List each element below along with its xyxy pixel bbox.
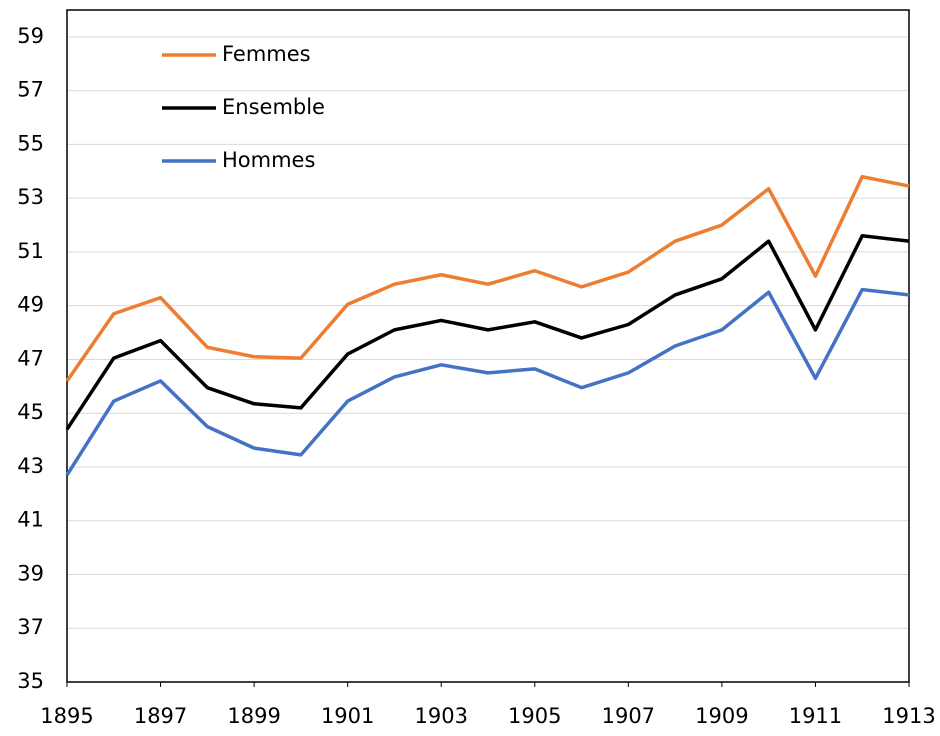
series-line [65, 234, 910, 431]
x-tick-label: 1897 [134, 704, 187, 728]
y-tick-label: 51 [17, 239, 44, 263]
series-line [65, 174, 910, 382]
legend-label: Ensemble [222, 95, 325, 119]
x-tick-label: 1899 [227, 704, 280, 728]
x-tick-label: 1909 [695, 704, 748, 728]
x-tick-label: 1895 [40, 704, 93, 728]
y-tick-label: 43 [17, 454, 44, 478]
x-tick-label: 1913 [882, 704, 935, 728]
y-tick-label: 37 [17, 615, 44, 639]
legend-label: Femmes [222, 42, 311, 66]
y-tick-label: 39 [17, 561, 44, 585]
y-tick-label: 41 [17, 508, 44, 532]
y-tick-label: 53 [17, 185, 44, 209]
y-tick-label: 57 [17, 78, 44, 102]
x-tick-label: 1907 [602, 704, 655, 728]
y-tick-label: 55 [17, 131, 44, 155]
x-tick-label: 1911 [789, 704, 842, 728]
y-tick-label: 47 [17, 346, 44, 370]
x-tick-label: 1903 [414, 704, 467, 728]
x-tick-label: 1905 [508, 704, 561, 728]
x-tick-label: 1901 [321, 704, 374, 728]
legend-label: Hommes [222, 148, 315, 172]
y-tick-label: 35 [17, 669, 44, 693]
series-line [65, 287, 910, 476]
y-tick-label: 59 [17, 24, 44, 48]
plot-frame [66, 9, 910, 683]
y-tick-label: 49 [17, 293, 44, 317]
y-tick-label: 45 [17, 400, 44, 424]
